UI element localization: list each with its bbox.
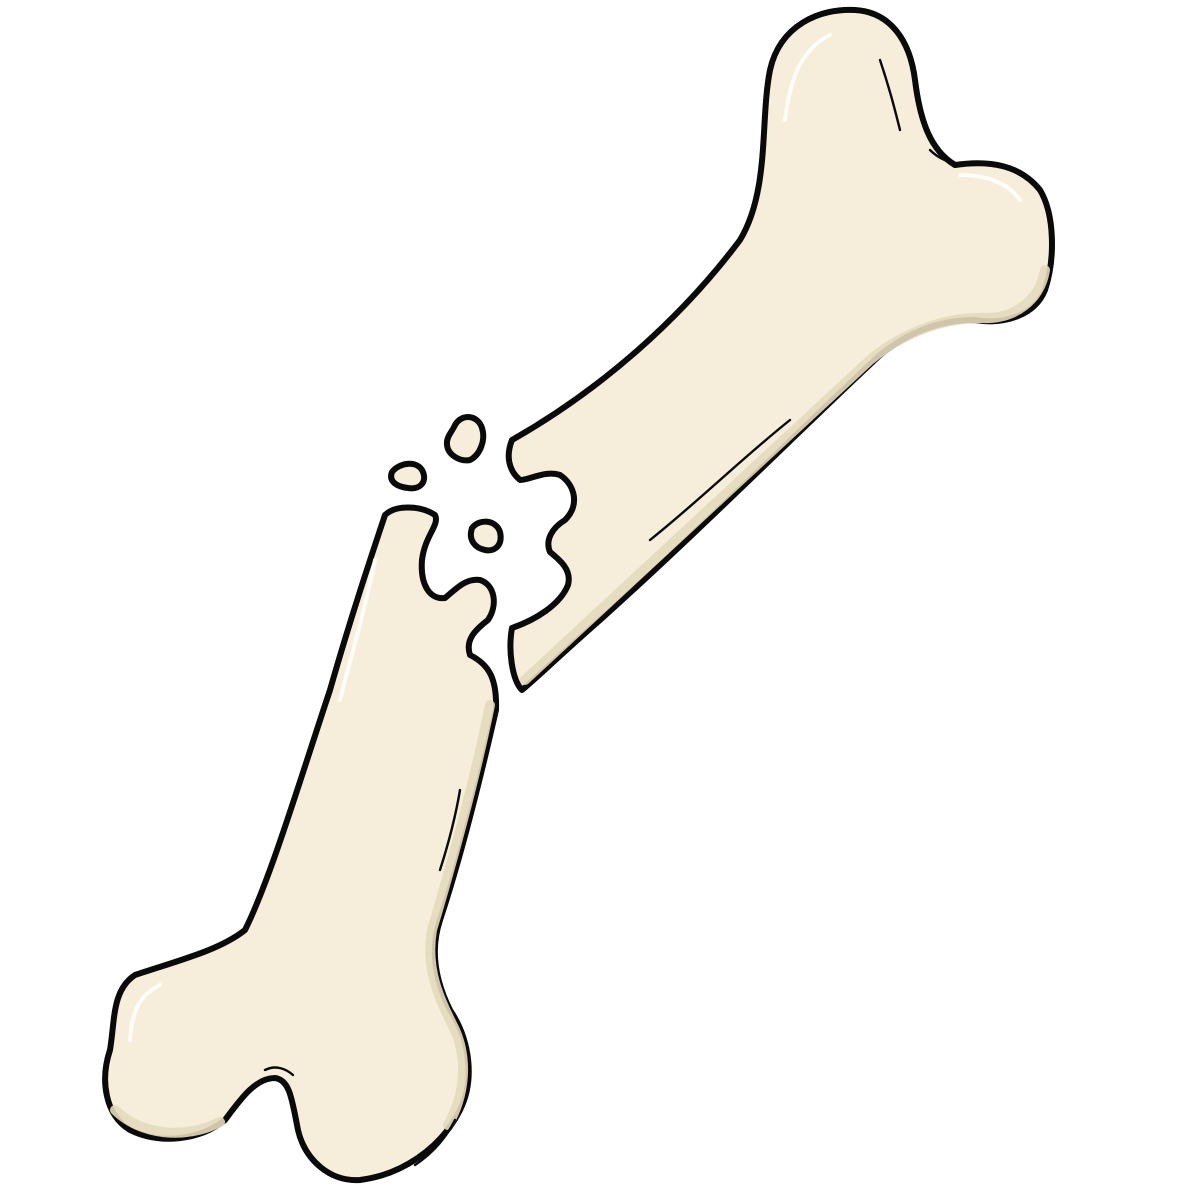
bone-chips xyxy=(388,414,504,554)
bone-chip-1 xyxy=(443,414,487,464)
upper-bone-highlight xyxy=(783,33,832,122)
lower-bone-shade-2 xyxy=(110,1105,225,1138)
lower-bone-crack-line xyxy=(438,788,462,872)
lower-bone-highlight-2 xyxy=(338,558,377,702)
bone-chip-3 xyxy=(467,518,504,554)
upper-bone-crack-line xyxy=(648,418,792,542)
upper-bone-shade xyxy=(520,265,1050,685)
lower-bone-shape xyxy=(102,504,500,1184)
lower-bone-shade xyxy=(425,700,495,1130)
lower-bone-crack-line-3 xyxy=(413,1118,457,1167)
upper-bone-highlight-2 xyxy=(958,173,1022,202)
upper-bone-fragment xyxy=(505,6,1055,693)
upper-bone-crack-line-2 xyxy=(928,148,957,165)
lower-bone-crack-line-2 xyxy=(263,1066,295,1077)
bone-chip-2 xyxy=(388,460,428,492)
upper-bone-shape xyxy=(505,6,1055,693)
upper-bone-crack-line-3 xyxy=(878,58,902,132)
lower-bone-highlight xyxy=(128,983,162,1042)
lower-bone-fragment xyxy=(102,504,500,1184)
